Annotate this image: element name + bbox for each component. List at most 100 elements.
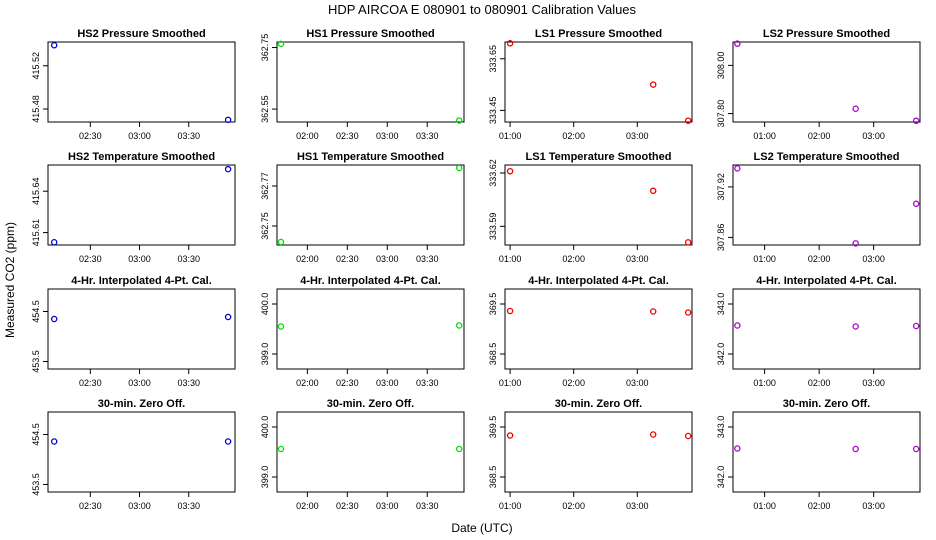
y-tick-label: 415.61 xyxy=(31,219,41,247)
x-tick-label: 02:30 xyxy=(79,131,102,141)
panel-1: HS2 Pressure Smoothed 02:30 03:00 03:30 415.… xyxy=(31,28,236,141)
x-tick-label: 02:30 xyxy=(79,501,102,511)
plot-frame xyxy=(47,411,236,493)
plot-frame xyxy=(276,41,465,123)
plot-frame xyxy=(504,411,693,493)
data-point xyxy=(277,40,285,48)
panel-title: HS2 Temperature Smoothed xyxy=(68,151,215,163)
panel-10: 4-Hr. Interpolated 4-Pt. Cal. 02:00 02:30 0… xyxy=(260,275,465,388)
data-point xyxy=(734,40,741,47)
data-point xyxy=(912,200,920,207)
x-tick-label: 03:00 xyxy=(376,501,399,511)
panel-grid: HS2 Pressure Smoothed 02:30 03:00 03:30 415.… xyxy=(31,28,921,511)
x-tick-label: 03:30 xyxy=(177,378,200,388)
data-point xyxy=(277,323,285,330)
data-point xyxy=(224,165,232,173)
x-tick-label: 02:30 xyxy=(79,378,102,388)
plot-frame xyxy=(276,411,465,493)
y-tick-label: 307.86 xyxy=(716,224,726,252)
plot-frame xyxy=(504,41,693,123)
x-tick-label: 03:00 xyxy=(128,131,151,141)
panel-title: 30-min. Zero Off. xyxy=(555,398,642,410)
y-tick-label: 400.0 xyxy=(260,293,270,316)
x-tick-label: 03:30 xyxy=(416,378,439,388)
data-point xyxy=(506,307,514,315)
y-tick-label: 342.0 xyxy=(716,343,726,366)
data-point xyxy=(852,105,859,112)
x-tick-label: 03:00 xyxy=(128,378,151,388)
y-tick-label: 342.0 xyxy=(716,466,726,489)
data-point xyxy=(506,40,514,47)
plot-frame xyxy=(732,288,921,370)
x-tick-label: 03:00 xyxy=(128,254,151,264)
x-tick-label: 02:30 xyxy=(336,378,359,388)
y-tick-label: 453.5 xyxy=(31,473,41,496)
panel-6: HS1 Temperature Smoothed 02:00 02:30 03:00 0… xyxy=(260,151,465,264)
x-tick-label: 02:00 xyxy=(562,131,585,141)
y-tick-label: 362.75 xyxy=(260,34,270,62)
plot-frame xyxy=(732,411,921,493)
panel-title: LS1 Temperature Smoothed xyxy=(526,151,672,163)
panel-title: LS1 Pressure Smoothed xyxy=(535,28,662,40)
x-tick-label: 01:00 xyxy=(499,501,522,511)
y-tick-label: 454.5 xyxy=(31,423,41,446)
panel-4: LS2 Pressure Smoothed 01:00 02:00 03:00 307.… xyxy=(716,28,921,141)
panel-3: LS1 Pressure Smoothed 01:00 02:00 03:00 333.… xyxy=(488,28,693,141)
x-tick-label: 01:00 xyxy=(753,378,776,388)
x-tick-label: 02:00 xyxy=(562,378,585,388)
x-tick-label: 02:00 xyxy=(808,378,831,388)
x-tick-label: 01:00 xyxy=(753,131,776,141)
y-tick-label: 362.75 xyxy=(260,212,270,240)
data-point xyxy=(734,445,741,452)
figure-title: HDP AIRCOA E 080901 to 080901 Calibratio… xyxy=(328,2,637,17)
y-tick-label: 308.00 xyxy=(716,52,726,80)
data-point xyxy=(734,165,741,172)
panel-title: 30-min. Zero Off. xyxy=(783,398,870,410)
y-tick-label: 307.92 xyxy=(716,173,726,201)
y-tick-label: 399.0 xyxy=(260,466,270,489)
x-tick-label: 03:00 xyxy=(376,254,399,264)
x-tick-label: 02:30 xyxy=(336,254,359,264)
data-point xyxy=(734,322,741,329)
data-point xyxy=(912,117,920,125)
plot-frame xyxy=(276,288,465,370)
panel-title: HS2 Pressure Smoothed xyxy=(77,28,205,40)
panel-8: LS2 Temperature Smoothed 01:00 02:00 03:00 3… xyxy=(716,151,921,264)
panel-15: 30-min. Zero Off. 01:00 02:00 03:00 368.5 369… xyxy=(488,398,693,511)
y-tick-label: 400.0 xyxy=(260,416,270,439)
x-tick-label: 03:00 xyxy=(128,501,151,511)
x-tick-label: 03:30 xyxy=(416,501,439,511)
data-point xyxy=(684,117,692,124)
data-point xyxy=(455,117,463,124)
panel-14: 30-min. Zero Off. 02:00 02:30 03:00 03:30 399… xyxy=(260,398,465,511)
plot-frame xyxy=(47,288,236,370)
x-tick-label: 01:00 xyxy=(499,378,522,388)
x-tick-label: 03:00 xyxy=(862,501,885,511)
x-tick-label: 03:00 xyxy=(862,131,885,141)
data-point xyxy=(852,240,859,247)
y-tick-label: 368.5 xyxy=(488,343,498,366)
y-tick-label: 307.80 xyxy=(716,100,726,128)
y-tick-label: 369.5 xyxy=(488,416,498,439)
y-tick-label: 343.0 xyxy=(716,293,726,316)
panel-title: HS1 Pressure Smoothed xyxy=(306,28,434,40)
y-tick-label: 343.0 xyxy=(716,416,726,439)
x-tick-label: 02:00 xyxy=(808,501,831,511)
x-tick-label: 02:00 xyxy=(562,501,585,511)
panel-title: LS2 Temperature Smoothed xyxy=(754,151,900,163)
data-point xyxy=(649,187,657,195)
data-point xyxy=(224,116,232,124)
data-point xyxy=(684,432,692,440)
data-point xyxy=(224,313,232,321)
panel-title: 30-min. Zero Off. xyxy=(327,398,414,410)
x-tick-label: 01:00 xyxy=(753,501,776,511)
y-tick-label: 333.65 xyxy=(488,45,498,73)
data-point xyxy=(455,445,463,453)
data-point xyxy=(912,322,920,330)
x-tick-label: 01:00 xyxy=(499,254,522,264)
x-tick-label: 02:30 xyxy=(79,254,102,264)
x-tick-label: 03:00 xyxy=(862,378,885,388)
x-tick-label: 02:00 xyxy=(562,254,585,264)
x-tick-label: 02:30 xyxy=(336,501,359,511)
